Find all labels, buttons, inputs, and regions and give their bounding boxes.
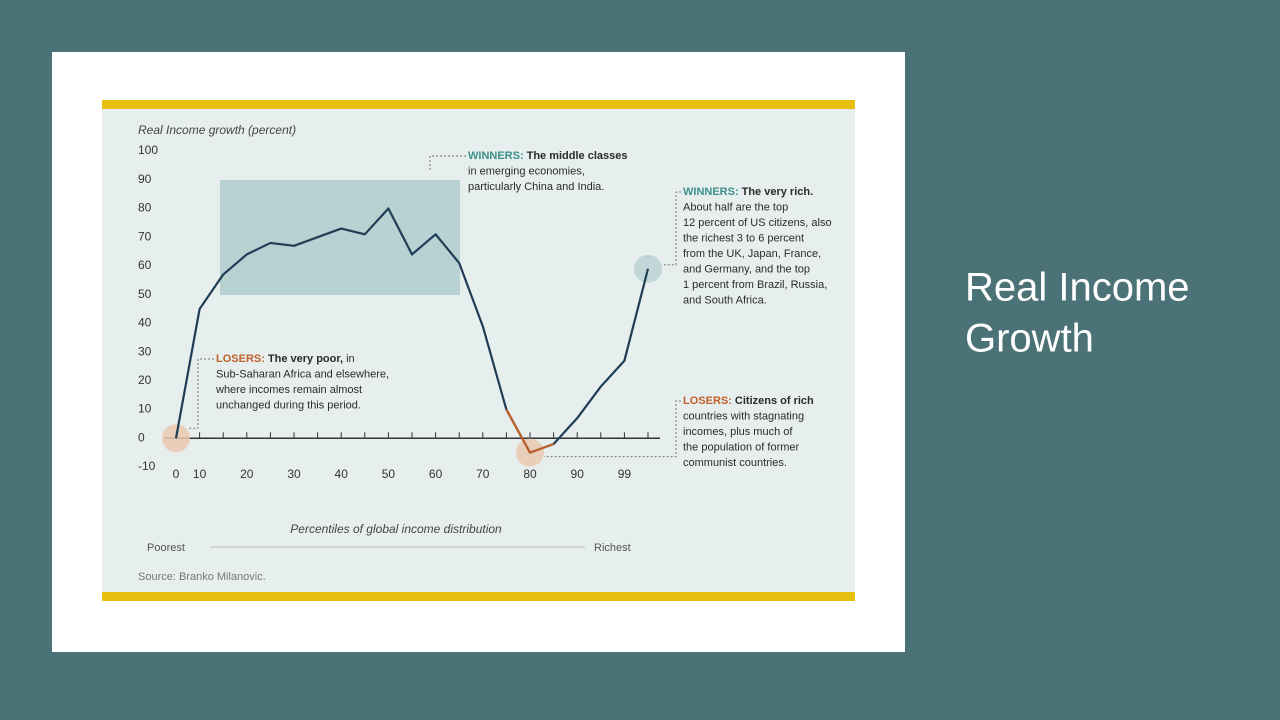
x-tick-label: 99: [618, 467, 632, 481]
y-tick-label: 30: [138, 344, 152, 358]
y-tick-label: 100: [138, 143, 158, 157]
annotation-tag: WINNERS:: [683, 186, 739, 198]
annotation-line: communist countries.: [683, 457, 787, 469]
annotation-line: in emerging economies,: [468, 165, 585, 177]
annotation-line: where incomes remain almost: [215, 384, 362, 396]
annotation-headline: Citizens of rich: [735, 395, 814, 407]
x-tick-label: 0: [173, 467, 180, 481]
leader-line: [544, 400, 681, 458]
annotation-headline: The very rich.: [742, 186, 814, 198]
slide-title: Real Income: [965, 266, 1190, 310]
x-left-label: Poorest: [147, 542, 185, 554]
y-tick-label: 70: [138, 229, 152, 243]
y-tick-label: 90: [138, 172, 152, 186]
x-tick-label: 10: [193, 467, 207, 481]
x-right-label: Richest: [594, 542, 631, 554]
annotation-line: the population of former: [683, 441, 800, 453]
annotation-line: incomes, plus much of: [683, 426, 793, 438]
x-tick-label: 70: [476, 467, 490, 481]
y-tick-label: 40: [138, 316, 152, 330]
x-tick-label: 50: [382, 467, 396, 481]
highlight-box: [220, 180, 460, 295]
annotation-tail: in: [346, 353, 355, 365]
top-border: [102, 100, 855, 109]
annotation-line: and Germany, and the top: [683, 263, 810, 275]
annotation-line: unchanged during this period.: [216, 399, 361, 411]
annotation-tag: LOSERS:: [683, 395, 732, 407]
x-tick-label: 40: [335, 467, 349, 481]
x-axis-label: Percentiles of global income distributio…: [290, 522, 502, 536]
annotation: LOSERS: The very poor, in: [216, 353, 355, 365]
annotation-headline: The middle classes: [527, 150, 628, 162]
slide-title: Growth: [965, 317, 1094, 361]
x-tick-label: 90: [571, 467, 585, 481]
annotation-headline: The very poor,: [268, 353, 343, 365]
x-tick-label: 30: [287, 467, 301, 481]
annotation-line: 12 percent of US citizens, also: [683, 217, 832, 229]
annotation-tag: LOSERS:: [216, 353, 265, 365]
y-tick-label: -10: [138, 459, 156, 473]
y-tick-label: 10: [138, 402, 152, 416]
y-tick-label: 80: [138, 201, 152, 215]
y-tick-label: 60: [138, 258, 152, 272]
data-line: [174, 207, 650, 454]
leader-line: [429, 155, 466, 170]
annotation-line: 1 percent from Brazil, Russia,: [683, 279, 827, 291]
y-tick-label: 0: [138, 430, 145, 444]
y-tick-label: 50: [138, 287, 152, 301]
leader-line: [662, 191, 681, 266]
x-tick-label: 80: [523, 467, 537, 481]
annotation-line: from the UK, Japan, France,: [683, 248, 821, 260]
annotation-line: and South Africa.: [683, 294, 767, 306]
y-axis-label: Real Income growth (percent): [138, 123, 296, 137]
annotation-line: the richest 3 to 6 percent: [683, 232, 804, 244]
annotation-line: Sub-Saharan Africa and elsewhere,: [216, 368, 389, 380]
losers-segment: [505, 409, 554, 454]
bottom-border: [102, 592, 855, 601]
leader-line: [188, 358, 214, 429]
annotation-tag: WINNERS:: [468, 150, 524, 162]
y-tick-label: 20: [138, 373, 152, 387]
source: Source: Branko Milanovic.: [138, 571, 266, 583]
x-tick-label: 20: [240, 467, 254, 481]
annotation: LOSERS: Citizens of rich: [683, 395, 814, 407]
annotation-line: About half are the top: [683, 201, 788, 213]
annotation-line: particularly China and India.: [468, 181, 604, 193]
annotation: WINNERS: The very rich.: [683, 186, 813, 198]
annotation: WINNERS: The middle classes: [468, 150, 628, 162]
x-tick-label: 60: [429, 467, 443, 481]
annotation-line: countries with stagnating: [683, 410, 804, 422]
